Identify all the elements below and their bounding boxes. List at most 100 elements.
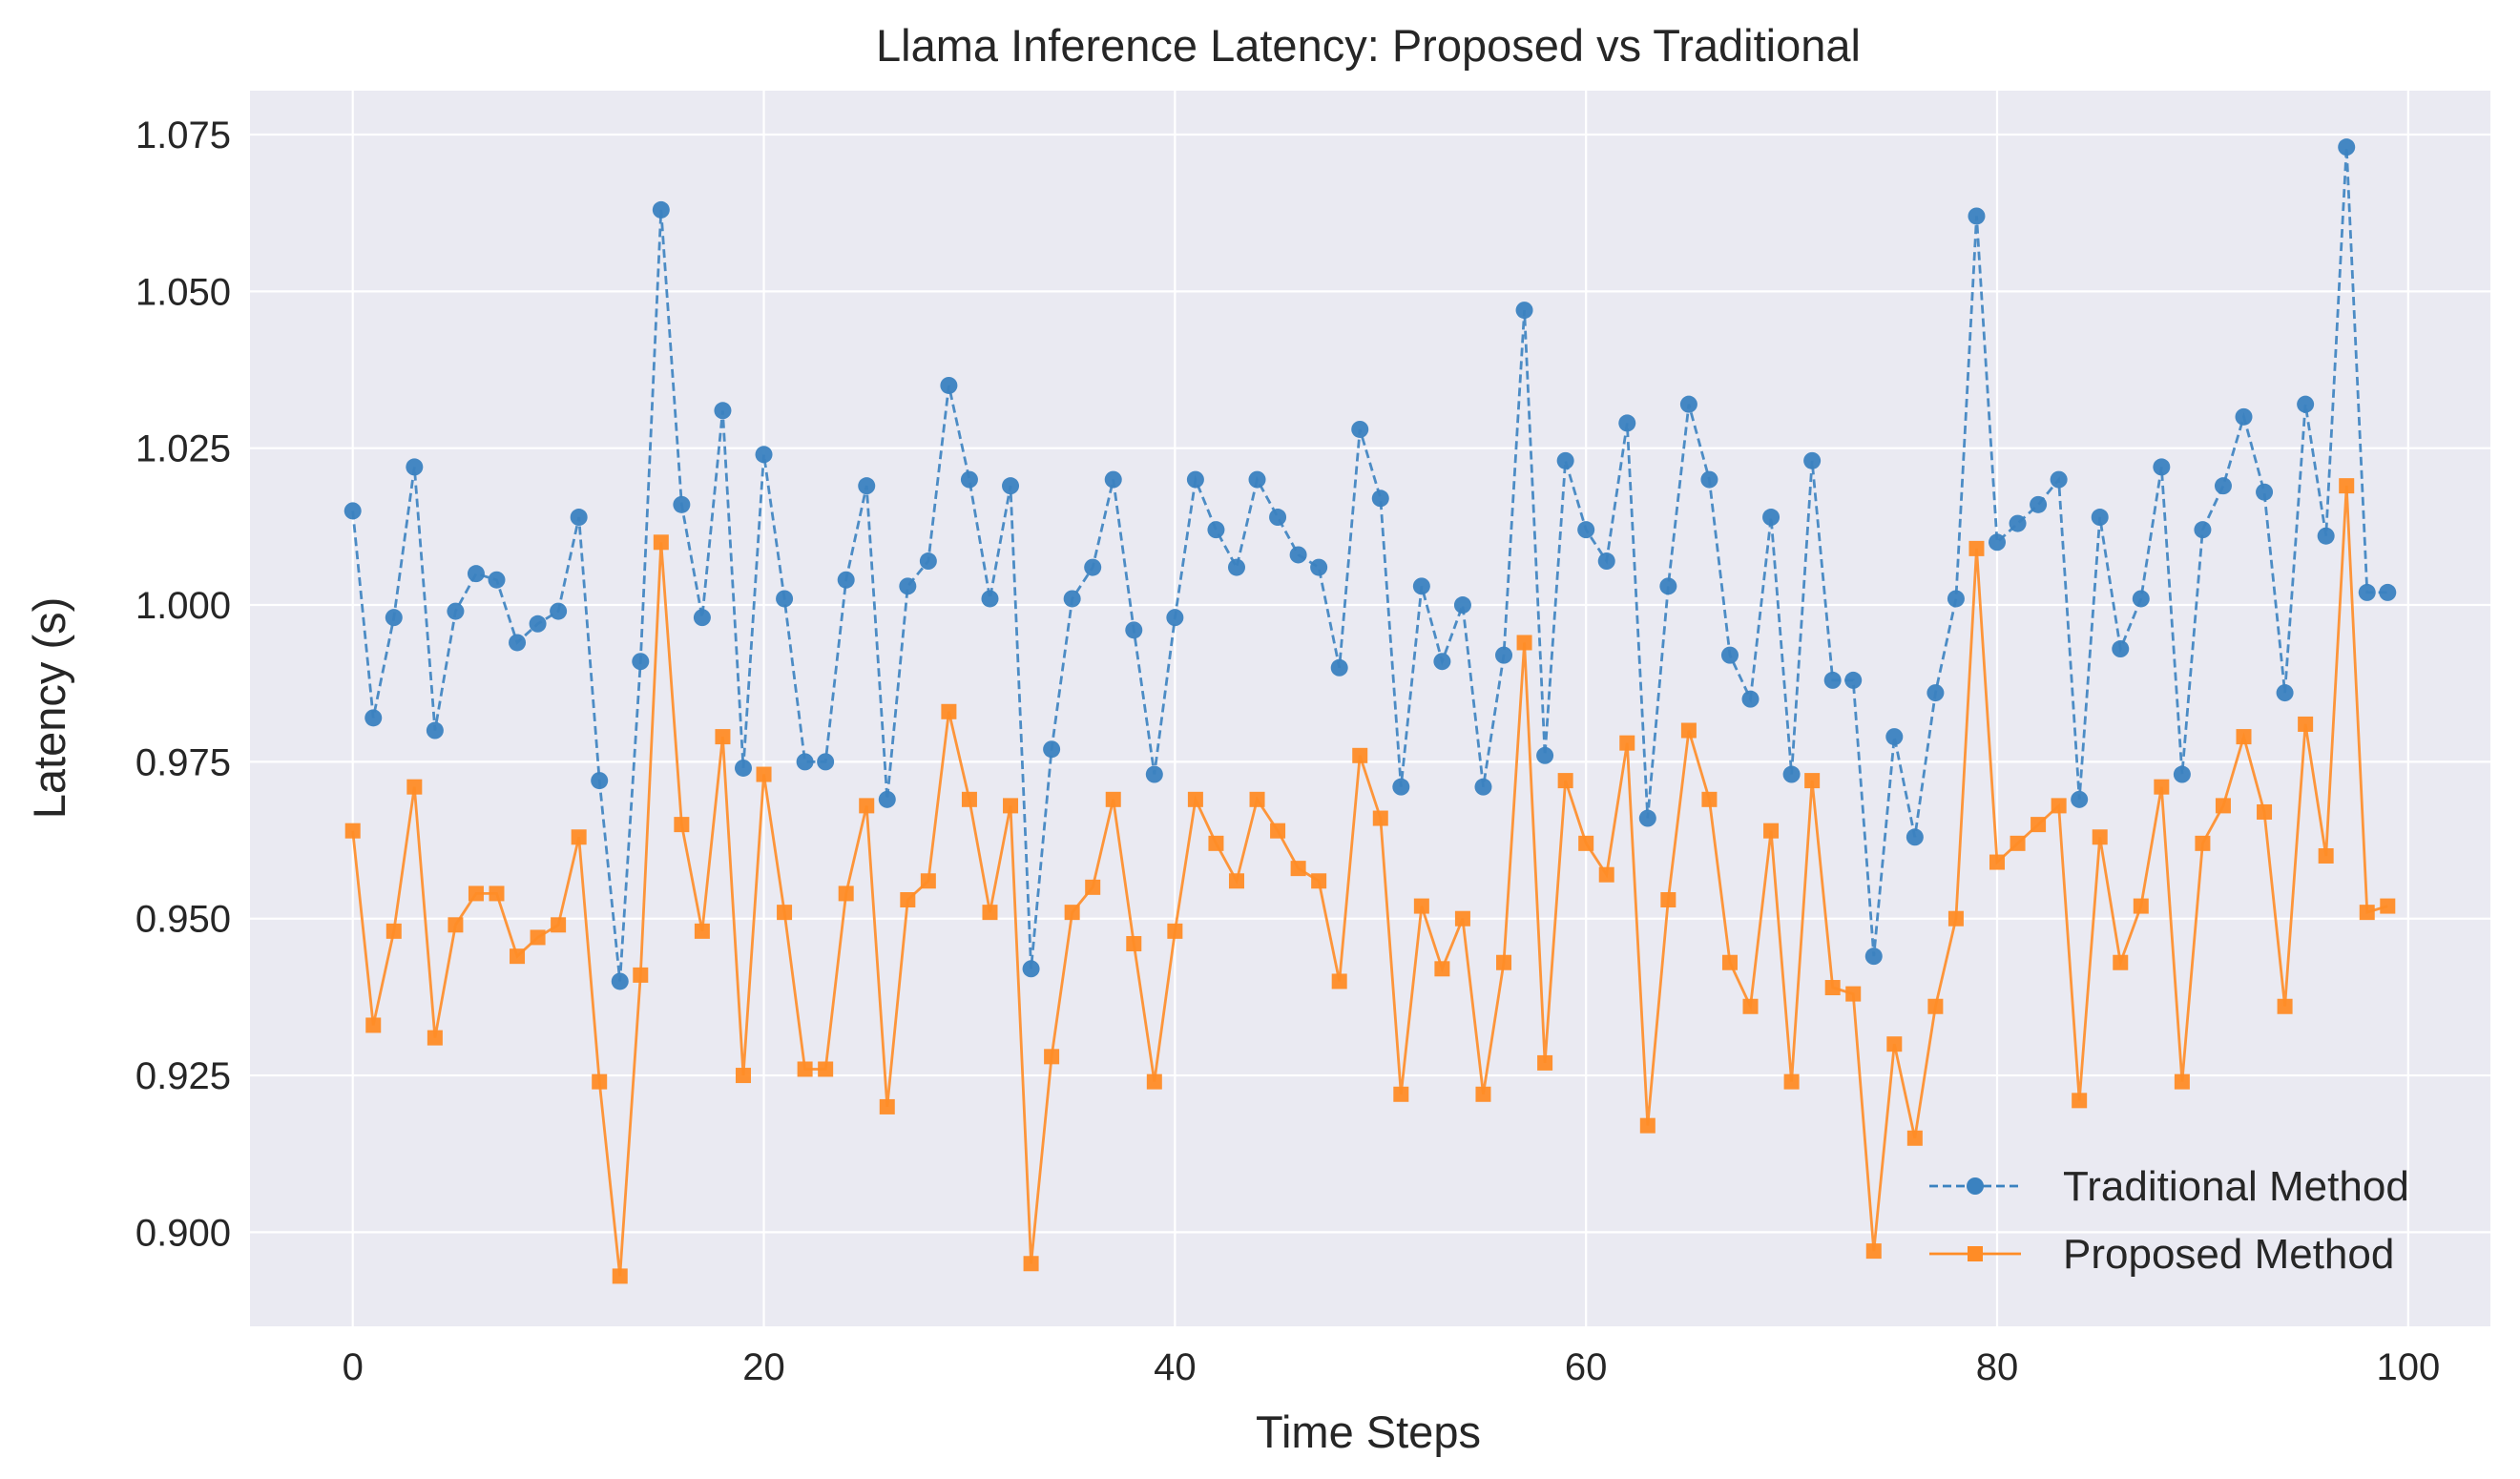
plot-area — [250, 91, 2490, 1326]
data-point — [1208, 835, 1224, 851]
data-point — [2173, 765, 2191, 783]
data-point — [776, 590, 794, 608]
data-point — [591, 772, 609, 790]
y-tick-label: 0.975 — [135, 741, 231, 783]
data-point — [817, 753, 835, 771]
data-point — [1167, 923, 1183, 939]
data-point — [1968, 540, 1985, 556]
data-point — [1947, 590, 1965, 608]
data-point — [406, 458, 424, 476]
data-point — [1372, 810, 1388, 826]
data-point — [1186, 470, 1204, 489]
data-point — [344, 502, 362, 520]
data-point — [2358, 583, 2376, 601]
data-point — [1003, 798, 1019, 814]
data-point — [1886, 1036, 1903, 1052]
data-point — [1577, 521, 1595, 539]
data-point — [1927, 998, 1944, 1014]
data-point — [1290, 861, 1306, 877]
gridlines — [250, 91, 2490, 1326]
data-point — [1331, 973, 1347, 989]
data-point — [2298, 716, 2314, 732]
data-point — [1248, 470, 1266, 489]
data-point — [756, 766, 772, 782]
data-point — [1063, 590, 1081, 608]
data-point — [982, 905, 998, 921]
data-point — [2051, 798, 2067, 814]
data-point — [2153, 458, 2171, 476]
data-point — [1496, 954, 1512, 970]
data-point — [796, 753, 814, 771]
data-point — [1578, 835, 1594, 851]
legend: Traditional Method Proposed Method — [1929, 1163, 2409, 1278]
data-point — [447, 602, 465, 620]
data-point — [878, 790, 896, 808]
data-point — [1166, 609, 1184, 627]
data-point — [1823, 671, 1842, 689]
data-point — [2256, 483, 2274, 501]
data-point — [1207, 521, 1225, 539]
data-point — [529, 615, 547, 633]
data-point — [797, 1061, 813, 1077]
data-point — [1064, 905, 1080, 921]
data-point — [1989, 854, 2006, 870]
data-point — [1495, 646, 1513, 664]
data-point — [1537, 1054, 1553, 1071]
data-point — [612, 1268, 628, 1284]
x-tick-label: 40 — [1154, 1346, 1197, 1388]
data-point — [1022, 960, 1040, 978]
data-point — [694, 923, 710, 939]
data-point — [467, 565, 485, 583]
data-point — [1639, 1117, 1656, 1134]
data-point — [1597, 552, 1615, 571]
data-point — [1885, 728, 1904, 746]
y-tick-label: 1.075 — [135, 115, 231, 156]
legend-entry-traditional: Traditional Method — [1929, 1163, 2409, 1210]
data-point — [1721, 954, 1738, 970]
data-point — [1145, 765, 1163, 783]
data-point — [1146, 1073, 1162, 1090]
data-point — [961, 791, 977, 807]
data-point — [715, 729, 731, 745]
data-point — [1720, 646, 1739, 664]
data-point — [1763, 823, 1780, 839]
data-point — [1289, 546, 1307, 564]
data-point — [2318, 847, 2334, 864]
data-point — [1989, 533, 2007, 552]
legend-marker — [1968, 1246, 1983, 1261]
data-point — [858, 477, 876, 495]
data-point — [2010, 835, 2026, 851]
data-point — [981, 590, 999, 608]
data-point — [570, 509, 588, 527]
series-traditional — [344, 138, 2397, 990]
data-point — [1762, 509, 1781, 527]
data-point — [693, 609, 711, 627]
data-point — [1330, 658, 1348, 677]
data-point — [2215, 798, 2231, 814]
data-point — [2154, 779, 2170, 795]
data-point — [1228, 873, 1244, 889]
data-point — [1126, 936, 1142, 952]
data-point — [1783, 1073, 1800, 1090]
data-point — [551, 917, 567, 933]
data-point — [1742, 998, 1759, 1014]
data-point — [489, 885, 505, 902]
data-point — [1475, 1086, 1491, 1102]
y-axis-label: Latency (s) — [24, 597, 74, 819]
data-point — [2257, 803, 2273, 820]
data-point — [1556, 451, 1574, 469]
data-point — [1516, 635, 1532, 651]
data-point — [2091, 509, 2109, 527]
data-point — [1557, 773, 1573, 789]
data-point — [385, 609, 403, 627]
data-point — [1453, 596, 1471, 615]
data-point — [2339, 478, 2355, 494]
x-tick-label: 20 — [742, 1346, 785, 1388]
data-point — [1187, 791, 1203, 807]
data-point — [1947, 910, 1964, 927]
data-point — [2112, 640, 2130, 658]
data-point — [633, 967, 649, 983]
data-point — [1804, 773, 1821, 789]
data-point — [632, 653, 650, 671]
data-point — [837, 571, 855, 589]
